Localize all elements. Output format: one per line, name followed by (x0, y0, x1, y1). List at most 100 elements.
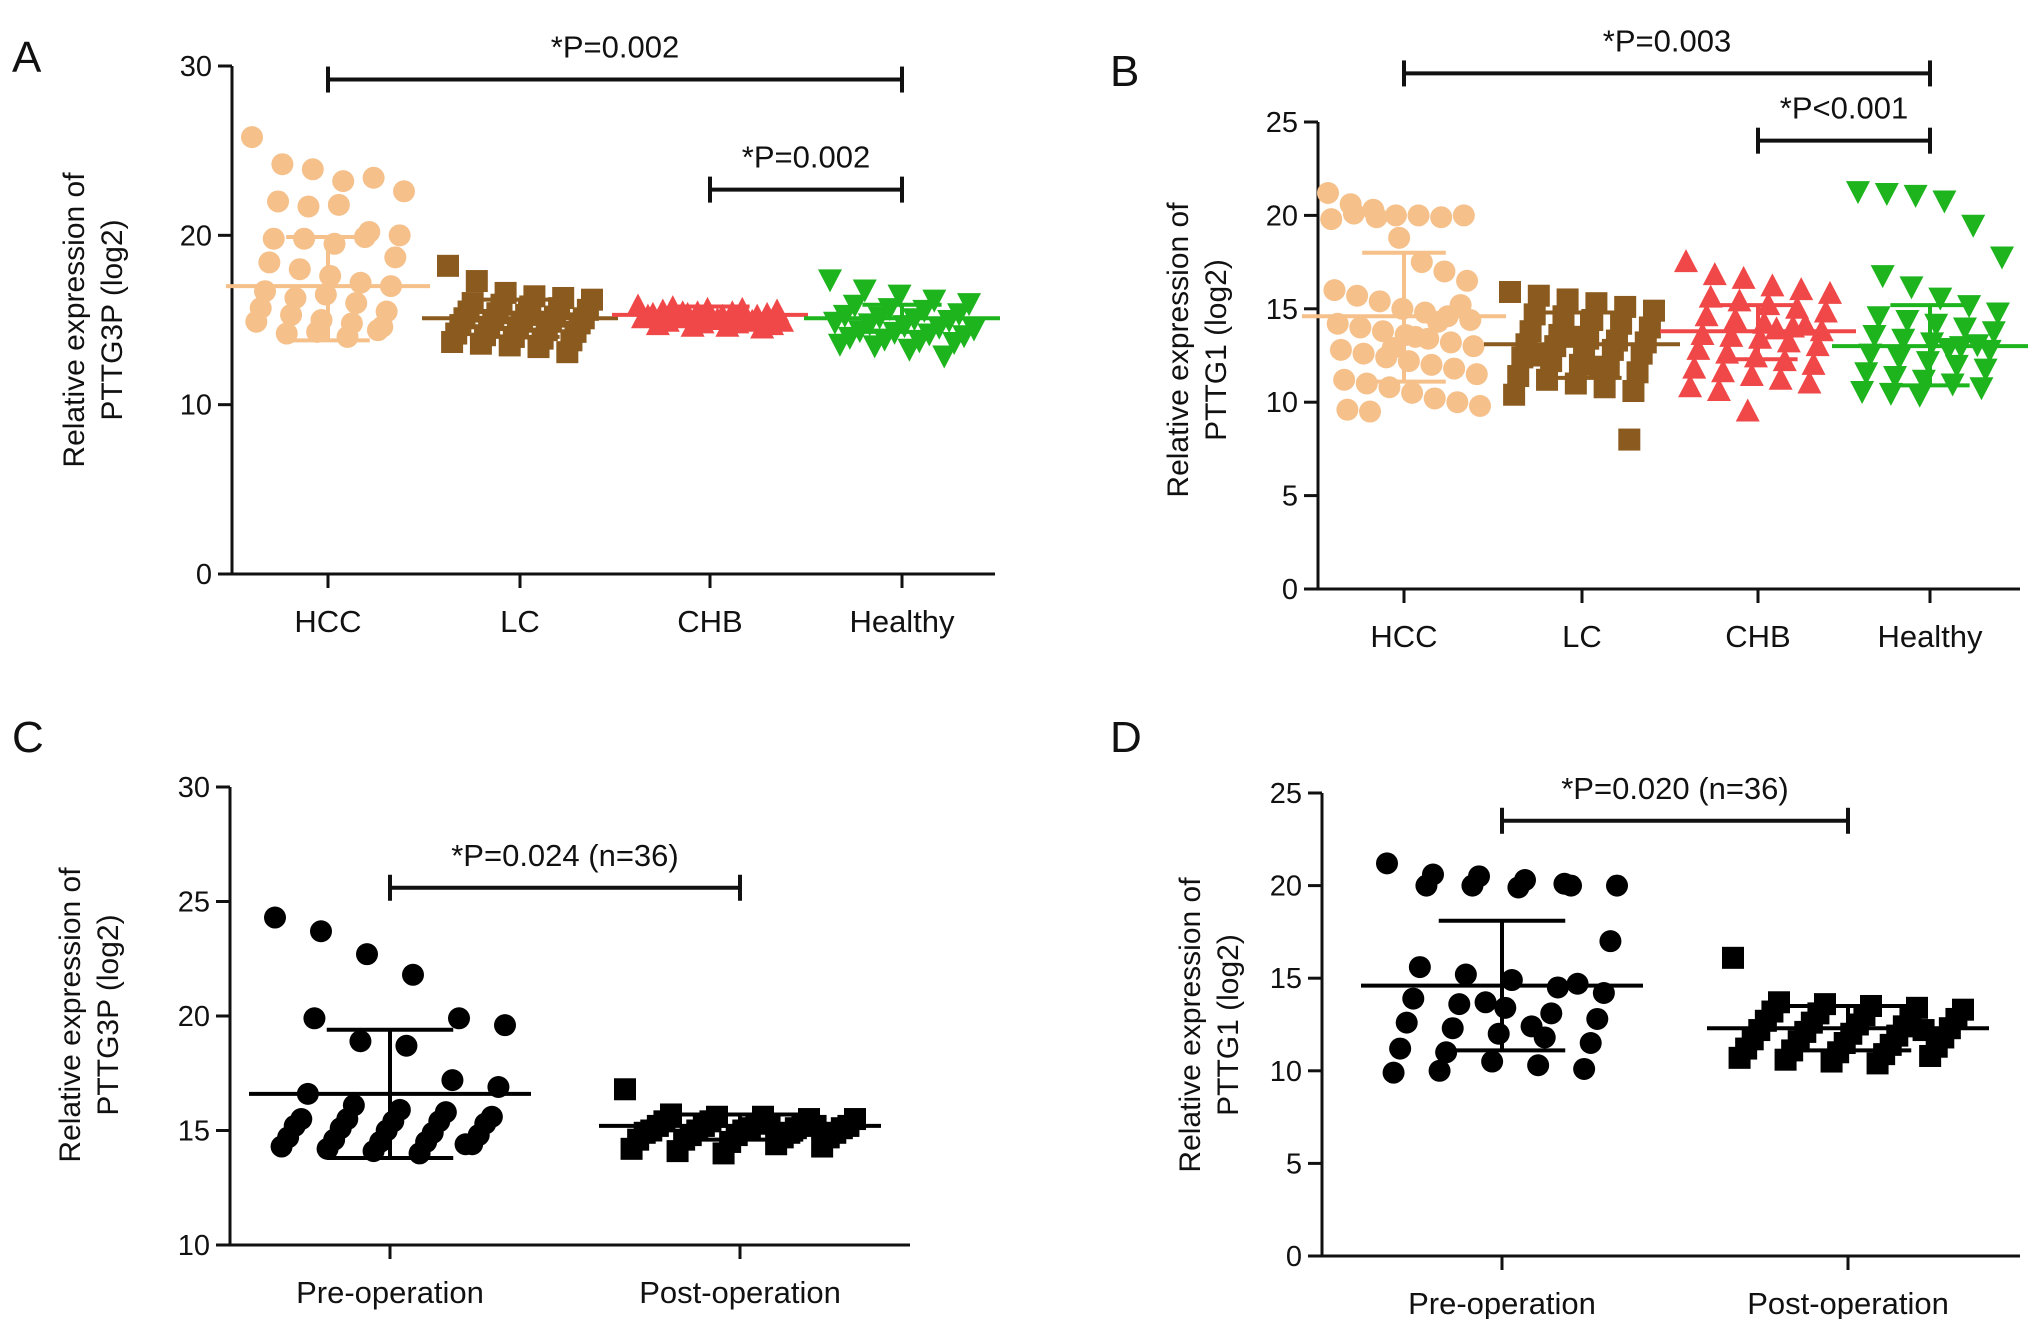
data-point (1698, 284, 1723, 308)
series-pre-operation (249, 906, 531, 1165)
data-point (1743, 344, 1768, 368)
data-point (932, 345, 957, 369)
data-point (441, 1069, 464, 1092)
data-point (1520, 1015, 1543, 1038)
data-point (847, 320, 872, 344)
data-point (1384, 204, 1407, 227)
data-point (1568, 353, 1591, 376)
significance-label: *P<0.001 (1780, 91, 1908, 126)
data-point (827, 333, 852, 357)
data-point (1523, 303, 1546, 326)
data-point (1448, 993, 1471, 1016)
significance-bracket: *P=0.020 (n=36) (1500, 771, 1850, 834)
data-point (1702, 262, 1727, 286)
data-point (1785, 295, 1810, 319)
data-point (241, 126, 263, 149)
data-point (1439, 331, 1462, 354)
data-point (1895, 310, 1920, 334)
data-point (1365, 206, 1388, 229)
data-point (262, 227, 285, 250)
data-point (1813, 299, 1838, 323)
data-point (1527, 1054, 1550, 1077)
significance-bracket: *P<0.001 (1756, 91, 1932, 154)
data-point (1723, 307, 1748, 331)
data-point (1585, 292, 1608, 315)
data-point (1805, 333, 1830, 357)
y-tick-label: 15 (1270, 963, 1302, 995)
data-point (1739, 363, 1764, 387)
data-point (887, 284, 912, 308)
data-point (1586, 1007, 1609, 1030)
data-point (448, 1007, 470, 1030)
data-point (1630, 342, 1653, 365)
data-point (270, 1135, 293, 1158)
data-point (1433, 260, 1456, 283)
data-point (366, 319, 389, 342)
data-point (1944, 354, 1969, 378)
data-point (1452, 204, 1475, 227)
y-tick-label: 10 (1270, 1056, 1302, 1088)
significance-bracket: *P=0.024 (n=36) (388, 838, 742, 901)
y-axis-label: Relative expression of PTTG1 (log2) (1162, 202, 1233, 498)
data-point (441, 331, 464, 354)
data-point (927, 316, 952, 340)
data-point (1694, 303, 1719, 327)
data-point (917, 323, 942, 347)
significance-label: *P=0.020 (n=36) (1561, 771, 1789, 806)
data-point (1887, 347, 1912, 371)
data-point (280, 303, 303, 326)
data-point (1858, 343, 1883, 367)
data-point (1449, 294, 1472, 317)
data-point (1401, 381, 1424, 404)
data-point (1553, 872, 1576, 895)
data-point (297, 195, 320, 218)
data-point (1622, 379, 1645, 402)
data-point (498, 334, 521, 357)
data-point (336, 325, 359, 348)
data-point (345, 292, 368, 315)
data-point (1774, 1048, 1797, 1071)
y-tick-label: 20 (178, 1001, 210, 1033)
series-lc (422, 254, 618, 364)
data-point (1776, 329, 1801, 353)
y-tick-label: 5 (1282, 481, 1298, 513)
data-point (408, 1142, 431, 1165)
data-point (1678, 374, 1703, 398)
y-tick-label: 20 (1266, 200, 1298, 232)
data-point (1801, 351, 1826, 375)
significance-bracket: *P=0.002 (326, 30, 904, 93)
y-tick-label: 10 (178, 1230, 210, 1262)
data-point (1474, 991, 1497, 1014)
data-point (1531, 344, 1554, 367)
data-point (1932, 190, 1957, 214)
data-point (1376, 852, 1398, 875)
data-point (306, 320, 329, 343)
y-tick-label: 0 (1282, 574, 1298, 606)
data-point (310, 920, 332, 943)
x-tick-label-healthy: Healthy (1877, 619, 1983, 654)
x-tick-label-chb: CHB (1725, 619, 1790, 654)
x-tick-label-hcc: HCC (294, 604, 361, 639)
data-point (258, 251, 281, 274)
y-axis-label-line: Relative expression of (58, 172, 91, 468)
data-point (1711, 359, 1736, 383)
data-point (1686, 336, 1711, 360)
x-tick-label-lc: LC (1562, 619, 1602, 654)
data-point (1503, 383, 1526, 406)
data-point (1540, 1002, 1563, 1025)
data-point (1682, 355, 1707, 379)
data-point (1626, 361, 1649, 384)
y-tick-label: 30 (178, 772, 210, 804)
data-point (740, 308, 765, 332)
data-point (1760, 273, 1785, 297)
data-point (1866, 306, 1891, 330)
y-axis-label-line: PTTG1 (log2) (1200, 259, 1233, 441)
data-point (402, 963, 424, 986)
y-tick-label: 25 (1266, 107, 1298, 139)
data-point (1599, 930, 1622, 953)
data-point (356, 943, 378, 966)
data-point (1423, 387, 1446, 410)
data-point (1973, 358, 1998, 382)
data-point (1494, 996, 1517, 1019)
data-point (1420, 353, 1443, 376)
